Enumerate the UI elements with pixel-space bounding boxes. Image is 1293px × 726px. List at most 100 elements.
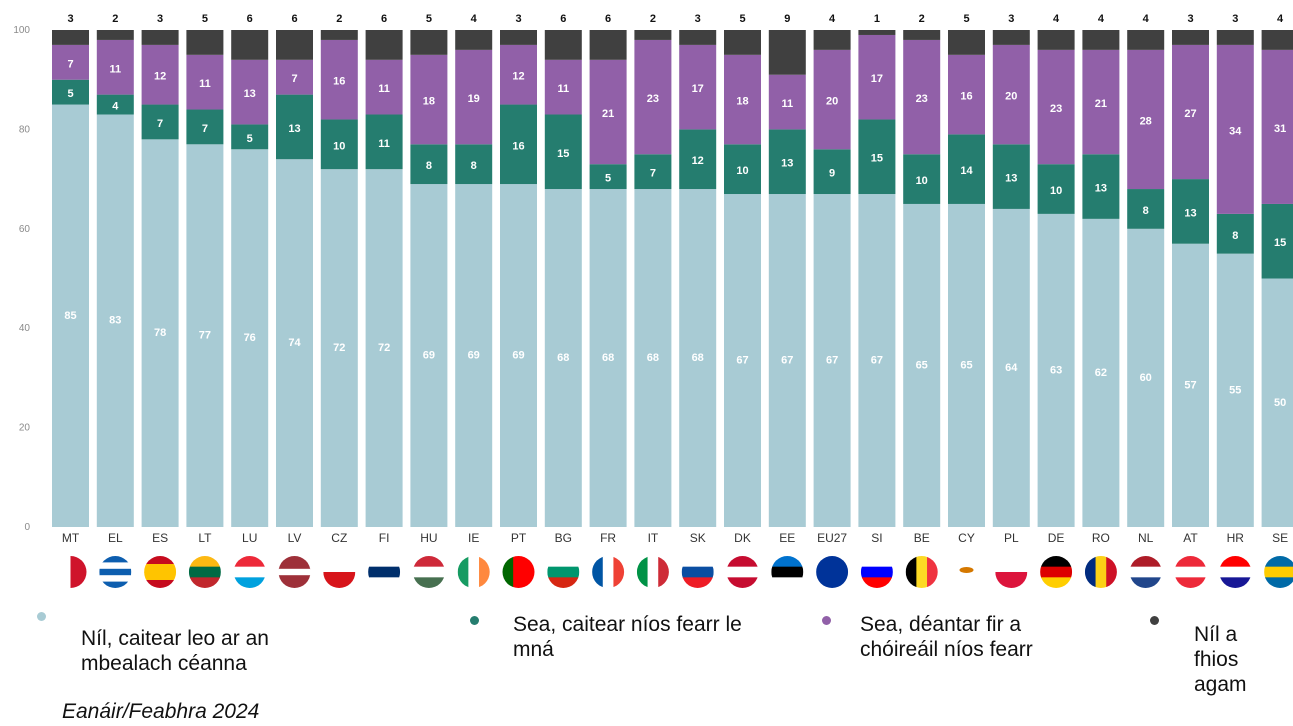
data-label: 3	[67, 13, 73, 25]
data-label: 13	[1005, 173, 1017, 185]
bar-segment-eu27-0	[813, 194, 851, 527]
category-label: EL	[108, 531, 123, 545]
flag-pt-icon	[502, 556, 535, 588]
bar-segment-hr-1	[1216, 213, 1254, 254]
flag-de-icon	[1040, 556, 1073, 588]
legend-swatch-dont-know	[1150, 616, 1159, 625]
bar-segment-el-1	[96, 94, 134, 115]
data-label: 67	[826, 355, 838, 367]
flag-el-icon	[99, 556, 132, 588]
bar-segment-el-3	[96, 30, 134, 40]
category-label: SE	[1272, 531, 1288, 545]
data-label: 68	[647, 352, 659, 364]
bar-segment-it-1	[634, 154, 672, 190]
data-label: 3	[1187, 13, 1193, 25]
category-label: MT	[62, 531, 80, 545]
survey-date-footnote: Eanáir/Feabhra 2024	[62, 700, 260, 723]
bar-segment-se-0	[1261, 278, 1293, 527]
data-label: 12	[512, 71, 524, 83]
bar-segment-se-1	[1261, 203, 1293, 279]
flag-at-icon	[1174, 556, 1207, 588]
bar-segment-el-2	[96, 39, 134, 95]
flag-si-icon	[860, 556, 893, 588]
bar-segment-hr-0	[1216, 253, 1254, 527]
data-label: 85	[64, 310, 76, 322]
bar-segment-it-0	[634, 189, 672, 528]
flag-cz-icon	[323, 556, 356, 588]
bar-segment-lt-2	[186, 54, 224, 110]
category-label: FI	[379, 531, 390, 545]
data-label: 13	[1184, 207, 1196, 219]
data-label: 6	[247, 13, 253, 25]
bar-segment-cy-2	[948, 54, 985, 135]
bar-segment-fi-1	[365, 114, 403, 170]
bar-segment-mt-2	[52, 44, 89, 80]
bar-segment-hu-2	[410, 54, 448, 145]
bar-segment-at-0	[1172, 243, 1209, 527]
bar-segment-be-3	[903, 30, 941, 40]
bar-segment-es-3	[141, 30, 179, 45]
data-label: 16	[960, 91, 972, 103]
bar-segment-fi-0	[365, 169, 403, 527]
bar-segment-hr-2	[1216, 44, 1254, 214]
flag-hu-icon	[412, 556, 445, 588]
data-label: 5	[67, 88, 73, 100]
bar-segment-ie-3	[455, 30, 493, 50]
category-label: SK	[690, 531, 706, 545]
data-label: 13	[781, 158, 793, 170]
data-label: 5	[605, 173, 611, 185]
bar-segment-de-1	[1037, 164, 1075, 214]
bar-segment-it-2	[634, 39, 672, 155]
flag-it-icon	[636, 556, 669, 588]
category-label: CZ	[331, 531, 347, 545]
y-tick-label: 60	[19, 224, 31, 235]
data-label: 3	[157, 13, 163, 25]
category-label: EU27	[817, 531, 847, 545]
data-label: 4	[829, 13, 836, 25]
data-label: 11	[378, 83, 390, 95]
data-label: 57	[1184, 379, 1196, 391]
data-label: 83	[109, 315, 121, 327]
data-label: 13	[288, 123, 300, 135]
legend-label-dont-know: Níl a fhios agam	[1194, 623, 1247, 696]
data-label: 67	[781, 355, 793, 367]
legend-swatch-same	[37, 612, 46, 621]
bar-segment-pt-1	[500, 104, 537, 185]
bar-segment-bg-0	[544, 189, 582, 528]
data-label: 4	[1053, 13, 1060, 25]
bar-segment-lv-2	[276, 59, 313, 95]
bar-segment-at-1	[1172, 179, 1209, 244]
bar-segment-pl-0	[992, 208, 1030, 528]
data-label: 9	[829, 168, 835, 180]
category-label: LV	[288, 531, 302, 545]
data-label: 62	[1095, 367, 1107, 379]
bar-segment-ee-3	[768, 30, 806, 75]
data-label: 28	[1140, 115, 1152, 127]
data-label: 69	[512, 350, 524, 362]
flag-mt-icon	[54, 556, 87, 588]
data-label: 18	[423, 96, 435, 108]
data-label: 50	[1274, 397, 1286, 409]
flag-se-icon	[1264, 556, 1293, 588]
flag-nl-icon	[1129, 556, 1162, 588]
data-label: 4	[112, 101, 119, 113]
bar-segment-bg-2	[544, 59, 582, 115]
data-label: 68	[557, 352, 569, 364]
flag-hr-icon	[1219, 556, 1252, 588]
bar-segment-mt-1	[52, 79, 89, 105]
category-label: DK	[734, 531, 751, 545]
bar-segment-pt-3	[500, 30, 537, 45]
legend-label-women-better: Sea, caitear níos fearr le mná	[513, 613, 742, 661]
bar-segment-pt-0	[500, 184, 537, 527]
bar-segment-ro-3	[1082, 30, 1120, 50]
data-label: 7	[157, 118, 163, 130]
bar-segment-lt-1	[186, 109, 224, 145]
category-label: ES	[152, 531, 168, 545]
data-label: 34	[1229, 125, 1242, 137]
category-label: NL	[1138, 531, 1154, 545]
data-label: 72	[378, 342, 390, 354]
data-label: 3	[515, 13, 521, 25]
bar-segment-ie-0	[455, 184, 493, 527]
y-tick-label: 40	[19, 323, 31, 334]
bar-segment-lv-1	[276, 94, 313, 160]
